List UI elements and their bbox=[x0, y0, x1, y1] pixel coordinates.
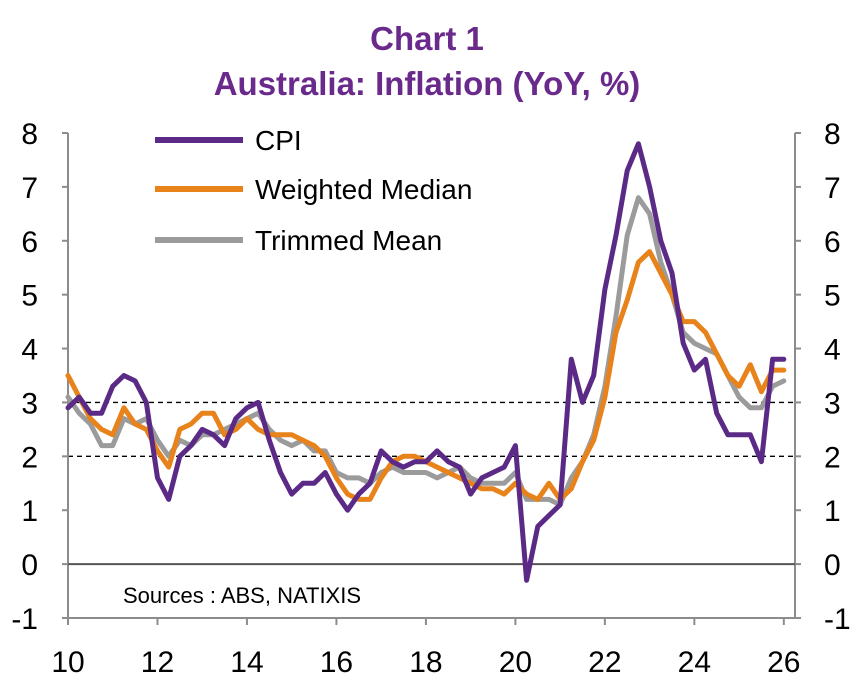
y-tick-label-right: 0 bbox=[824, 549, 841, 582]
y-tick-label-left: 8 bbox=[21, 118, 38, 151]
x-tick-label: 24 bbox=[678, 646, 711, 679]
y-tick-label-left: 6 bbox=[21, 226, 38, 259]
y-tick-label-right: 1 bbox=[824, 495, 841, 528]
y-axis-left-tick-labels: -1 0 1 2 3 4 5 6 7 8 bbox=[11, 118, 38, 636]
legend: CPI Weighted Median Trimmed Mean bbox=[155, 125, 472, 256]
x-tick-label: 18 bbox=[409, 646, 442, 679]
chart-subtitle: Australia: Inflation (YoY, %) bbox=[214, 65, 641, 102]
y-tick-label-left: -1 bbox=[11, 603, 38, 636]
axes bbox=[62, 132, 801, 625]
y-tick-label-left: 2 bbox=[21, 441, 38, 474]
x-tick-label: 22 bbox=[588, 646, 621, 679]
legend-label-trimmed-mean: Trimmed Mean bbox=[255, 225, 442, 256]
series-line-cpi bbox=[65, 141, 787, 583]
source-note: Sources : ABS, NATIXIS bbox=[123, 583, 361, 608]
legend-label-weighted-median: Weighted Median bbox=[255, 174, 472, 205]
x-tick-label: 20 bbox=[499, 646, 532, 679]
y-tick-label-right: 3 bbox=[824, 387, 841, 420]
y-tick-label-right: 2 bbox=[824, 441, 841, 474]
y-tick-label-left: 3 bbox=[21, 387, 38, 420]
x-tick-label: 10 bbox=[51, 646, 84, 679]
x-tick-label: 26 bbox=[767, 646, 800, 679]
y-tick-label-left: 1 bbox=[21, 495, 38, 528]
series-lines bbox=[65, 141, 787, 583]
x-tick-label: 14 bbox=[230, 646, 263, 679]
series-line-trimmed-mean bbox=[65, 195, 787, 508]
legend-label-cpi: CPI bbox=[255, 125, 302, 156]
y-tick-label-right: 8 bbox=[824, 118, 841, 151]
y-tick-label-right: 6 bbox=[824, 226, 841, 259]
x-tick-label: 16 bbox=[320, 646, 353, 679]
y-tick-label-right: -1 bbox=[824, 603, 851, 636]
y-tick-label-right: 7 bbox=[824, 172, 841, 205]
chart-title: Chart 1 bbox=[370, 20, 484, 57]
y-tick-label-left: 7 bbox=[21, 172, 38, 205]
y-tick-label-right: 4 bbox=[824, 334, 841, 367]
y-tick-label-left: 0 bbox=[21, 549, 38, 582]
y-tick-label-right: 5 bbox=[824, 280, 841, 313]
y-tick-label-left: 4 bbox=[21, 334, 38, 367]
x-axis-tick-labels: 10 12 14 16 18 20 22 24 26 bbox=[51, 646, 800, 679]
x-tick-label: 12 bbox=[141, 646, 174, 679]
y-axis-right-tick-labels: -1 0 1 2 3 4 5 6 7 8 bbox=[824, 118, 851, 636]
y-tick-label-left: 5 bbox=[21, 280, 38, 313]
